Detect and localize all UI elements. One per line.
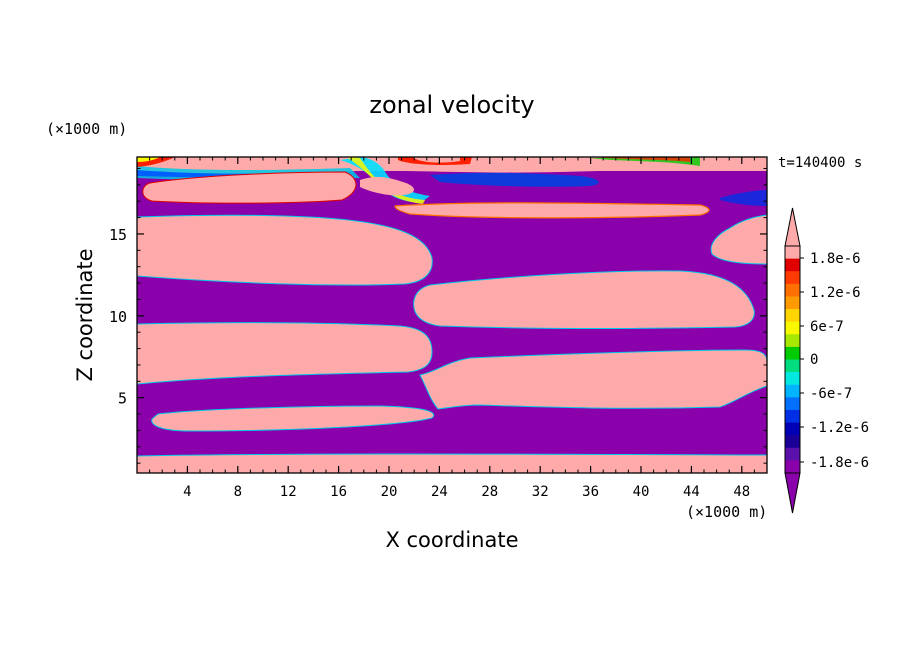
time-stamp-label: t=140400 s (778, 155, 862, 171)
x-tick-label: 44 (683, 484, 700, 500)
colorbar-level (785, 334, 800, 348)
x-tick-label: 32 (532, 484, 549, 500)
colorbar-level (785, 296, 800, 310)
y-tick-label: 10 (109, 308, 127, 326)
colorbar-ticks: 1.8e-6 1.2e-6 6e-7 0 -6e-7 -1.2e-6 -1.8e-6 (800, 251, 869, 471)
x-tick-label: 40 (633, 484, 650, 500)
colorbar-tick-label: -6e-7 (810, 386, 852, 402)
colorbar-tick-label: 1.8e-6 (810, 251, 861, 267)
colorbar-level (785, 271, 800, 285)
colorbar-tick-label: 0 (810, 352, 818, 368)
x-tick-label: 28 (481, 484, 498, 500)
x-tick-label: 48 (733, 484, 750, 500)
colorbar-level (785, 397, 800, 411)
x-unit-label: (×1000 m) (686, 503, 767, 521)
colorbar-level (785, 447, 800, 461)
y-tick-label: 5 (118, 390, 127, 408)
x-tick-label: 8 (234, 484, 242, 500)
colorbar-level (785, 246, 800, 259)
colorbar-level (785, 359, 800, 373)
y-tick-label: 15 (109, 226, 127, 244)
y-unit-label: (×1000 m) (46, 120, 127, 138)
colorbar-tick-label: 6e-7 (810, 319, 844, 335)
x-tick-label: 36 (582, 484, 599, 500)
colorbar-level (785, 422, 800, 436)
y-axis-ticks: 5 10 15 (109, 167, 767, 464)
colorbar-max-extension (784, 207, 801, 247)
colorbar-level (785, 435, 800, 449)
colorbar-level (785, 321, 800, 335)
x-tick-label: 16 (330, 484, 347, 500)
x-axis-ticks: 4 8 12 16 20 24 28 32 36 40 44 48 (149, 157, 755, 500)
colorbar-level (785, 384, 800, 398)
positive-velocity-regions (137, 171, 767, 473)
colorbar-level (785, 460, 800, 474)
x-tick-label: 4 (183, 484, 191, 500)
colorbar-level (785, 409, 800, 423)
x-axis-label: X coordinate (385, 528, 518, 552)
y-axis-label: Z coordinate (73, 248, 97, 381)
colorbar-tick-label: -1.8e-6 (810, 455, 869, 471)
colorbar-min-extension (784, 472, 801, 514)
contour-field (137, 157, 767, 473)
x-tick-label: 24 (431, 484, 448, 500)
x-tick-label: 12 (280, 484, 297, 500)
upper-turbulent-layer (137, 157, 767, 204)
colorbar (784, 207, 801, 514)
colorbar-level (785, 258, 800, 272)
x-tick-label: 20 (381, 484, 398, 500)
colorbar-level (785, 309, 800, 322)
colorbar-tick-label: 1.2e-6 (810, 285, 861, 301)
chart-title: zonal velocity (369, 91, 534, 119)
colorbar-level (785, 346, 800, 360)
colorbar-level (785, 283, 800, 297)
colorbar-level (785, 372, 800, 386)
colorbar-tick-label: -1.2e-6 (810, 420, 869, 436)
